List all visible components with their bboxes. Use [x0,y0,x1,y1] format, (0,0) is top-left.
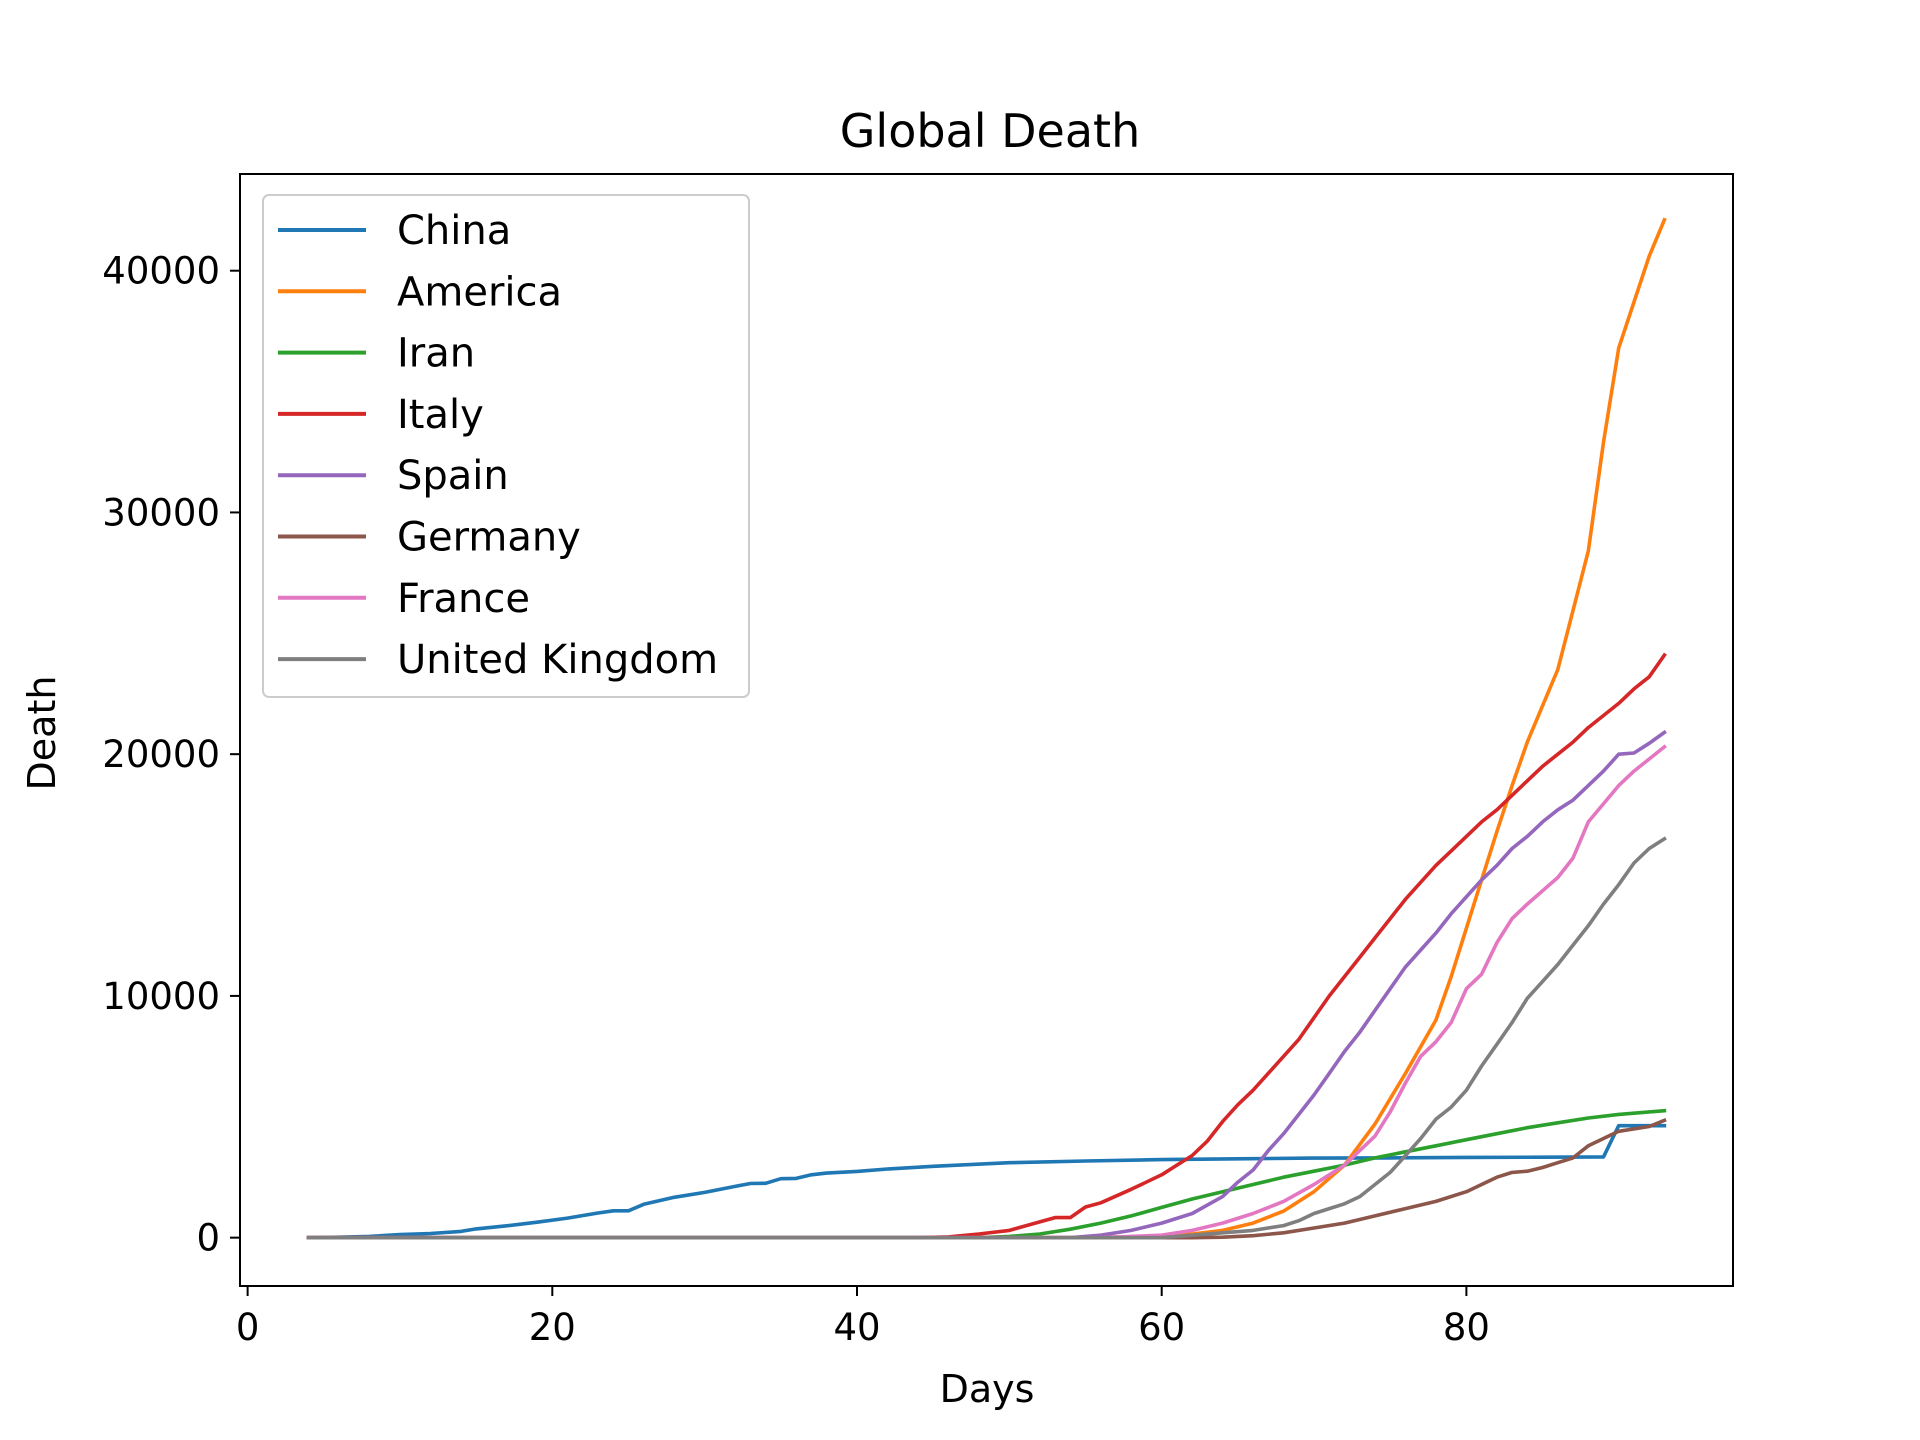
legend-label: America [397,269,562,315]
y-tick-label: 30000 [102,491,220,534]
y-tick-label: 0 [196,1217,220,1260]
y-axis-label: Death [20,676,64,791]
y-axis: 0 10000 20000 30000 40000 [102,250,240,1260]
legend-label: Spain [397,453,509,499]
legend-label: France [397,576,530,622]
legend-label: China [397,208,511,254]
y-tick-label: 40000 [102,250,220,293]
series-line-spain [306,729,1667,1240]
x-axis: 0 20 40 60 80 [236,1286,1490,1349]
x-tick-label: 40 [833,1306,880,1349]
legend-label: Italy [397,392,484,438]
series-line-germany [306,1118,1667,1240]
plot-frame [239,173,1734,1287]
legend-label: United Kingdom [397,637,718,683]
x-axis-label: Days [940,1367,1035,1411]
legend: China America Iran Italy Spain Germany France U… [262,194,750,698]
series-line-united-kingdom [306,836,1667,1240]
y-tick-label: 20000 [102,733,220,776]
x-tick-label: 0 [236,1306,260,1349]
x-tick-label: 80 [1443,1306,1490,1349]
legend-label: Germany [397,515,581,561]
legend-box [262,194,750,698]
series-line-italy [306,652,1667,1240]
x-tick-label: 20 [529,1306,576,1349]
series-line-iran [306,1108,1667,1240]
plot-area [306,217,1667,1240]
series-line-france [306,744,1667,1240]
x-tick-label: 60 [1138,1306,1185,1349]
chart-title: Global Death [840,104,1140,158]
legend-label: Iran [397,331,475,377]
series-line-china [306,1123,1667,1240]
y-tick-label: 10000 [102,975,220,1018]
